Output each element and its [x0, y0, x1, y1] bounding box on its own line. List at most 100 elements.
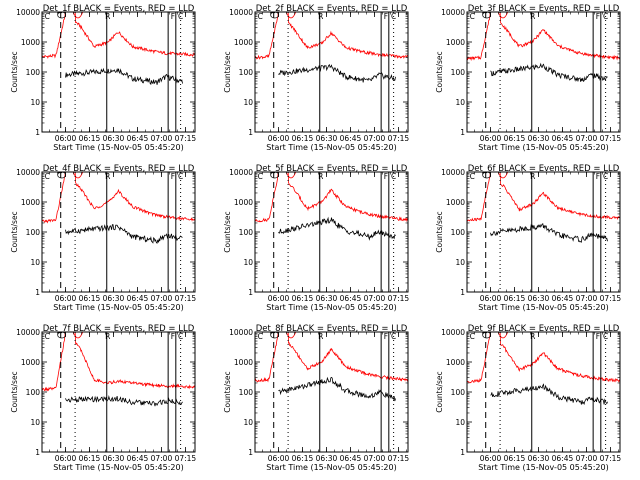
y-tick-label: 10000	[441, 8, 465, 17]
x-axis-label: Start Time (15-Nov-05 05:45:20)	[53, 463, 183, 472]
y-tick-label: 10000	[229, 328, 253, 337]
annotation-label: C	[391, 172, 396, 181]
annotation-label: F	[171, 172, 175, 181]
detector-panel: Det_5f BLACK = Events, RED = LLD 1 10 100 10…	[223, 164, 410, 312]
x-tick-label: 07:00	[364, 134, 386, 143]
lld-series-line	[42, 172, 195, 224]
x-tick-label: 06:00	[480, 454, 502, 463]
y-tick-label: 1	[248, 448, 253, 457]
annotation-label: R	[530, 172, 535, 181]
x-tick-label: 06:30	[528, 294, 550, 303]
x-tick-label: 06:15	[79, 294, 101, 303]
y-tick-label: 1	[248, 288, 253, 297]
x-tick-label: 07:15	[388, 294, 410, 303]
detector-panel: Det_3f BLACK = Events, RED = LLD 1 10 100 10…	[435, 4, 622, 152]
annotation-label: C	[45, 12, 50, 21]
x-tick-label: 07:00	[364, 454, 386, 463]
x-tick-label: 07:15	[388, 134, 410, 143]
y-tick-label: 10	[30, 98, 40, 107]
events-series-line	[278, 216, 396, 241]
y-axis-label: Counts/sec	[435, 211, 444, 252]
y-tick-label: 1000	[21, 358, 40, 367]
y-tick-label: 10000	[229, 8, 253, 17]
detector-panel: Det_2f BLACK = Events, RED = LLD 1 10 100 10…	[223, 4, 410, 152]
panel-title: Det_5f BLACK = Events, RED = LLD	[256, 164, 408, 174]
x-tick-label: 07:00	[576, 134, 598, 143]
panel-title: Det_9f BLACK = Events, RED = LLD	[468, 324, 620, 334]
annotation-label: C	[603, 332, 608, 341]
panel-title: Det_7f BLACK = Events, RED = LLD	[43, 324, 195, 334]
annotation-label: C	[470, 172, 475, 181]
annotation-label: C	[470, 332, 475, 341]
y-tick-label: 1	[35, 288, 40, 297]
x-tick-label: 07:15	[600, 134, 622, 143]
x-axis-label: Start Time (15-Nov-05 05:45:20)	[478, 463, 608, 472]
events-series-line	[490, 223, 608, 243]
annotation-label: R	[318, 332, 323, 341]
lld-series-line	[467, 172, 620, 222]
annotation-label: C	[470, 12, 475, 21]
y-axis-label: Counts/sec	[435, 51, 444, 92]
detector-panel: Det_7f BLACK = Events, RED = LLD 1 10 100 10…	[10, 324, 196, 472]
annotation-label: C	[391, 332, 396, 341]
lld-dip	[497, 332, 509, 339]
x-tick-label: 06:45	[340, 294, 362, 303]
x-tick-label: 06:00	[55, 454, 77, 463]
y-axis-label: Counts/sec	[223, 211, 232, 252]
x-tick-label: 07:15	[388, 454, 410, 463]
detector-panel: Det_8f BLACK = Events, RED = LLD 1 10 100 10…	[223, 324, 410, 472]
lld-dip	[497, 172, 509, 179]
x-tick-label: 06:15	[79, 454, 101, 463]
annotation-label: F	[171, 12, 175, 21]
x-axis-label: Start Time (15-Nov-05 05:45:20)	[266, 143, 396, 152]
annotation-label: C	[258, 172, 263, 181]
plot-frame	[254, 331, 409, 453]
x-axis-label: Start Time (15-Nov-05 05:45:20)	[266, 463, 396, 472]
y-tick-label: 1000	[234, 358, 253, 367]
y-tick-label: 100	[451, 388, 466, 397]
annotation-label: C	[258, 332, 263, 341]
y-tick-label: 1	[460, 448, 465, 457]
detector-panel: Det_1f BLACK = Events, RED = LLD 1 10 100 10…	[10, 4, 196, 152]
x-tick-label: 06:45	[340, 454, 362, 463]
annotation-label: C	[178, 172, 183, 181]
panel-title: Det_3f BLACK = Events, RED = LLD	[468, 4, 620, 14]
x-tick-label: 06:45	[127, 454, 149, 463]
annotation-label: R	[318, 172, 323, 181]
y-tick-label: 1000	[446, 198, 465, 207]
x-tick-label: 06:45	[340, 134, 362, 143]
y-tick-label: 1000	[21, 38, 40, 47]
events-series-line	[65, 67, 183, 86]
x-tick-label: 06:00	[268, 294, 290, 303]
annotation-label: C	[603, 12, 608, 21]
events-series-line	[65, 224, 183, 244]
y-tick-label: 10000	[16, 328, 40, 337]
y-tick-label: 1000	[234, 198, 253, 207]
annotation-label: C	[45, 172, 50, 181]
x-tick-label: 06:15	[504, 134, 526, 143]
panel-title: Det_8f BLACK = Events, RED = LLD	[256, 324, 408, 334]
annotation-label: R	[318, 12, 323, 21]
panel-title: Det_6f BLACK = Events, RED = LLD	[468, 164, 620, 174]
y-tick-label: 1000	[446, 38, 465, 47]
annotation-label: R	[105, 332, 110, 341]
x-tick-label: 06:30	[528, 134, 550, 143]
detector-panel: Det_6f BLACK = Events, RED = LLD 1 10 100 10…	[435, 164, 621, 312]
events-series-line	[65, 395, 183, 407]
lld-series-line	[467, 332, 620, 384]
y-tick-label: 10	[30, 418, 40, 427]
lld-series-line	[255, 332, 408, 383]
lld-series-line	[255, 12, 408, 60]
y-axis-label: Counts/sec	[435, 371, 444, 412]
x-tick-label: 06:15	[504, 454, 526, 463]
y-tick-label: 1000	[234, 38, 253, 47]
lld-series-line	[255, 172, 408, 223]
x-tick-label: 06:45	[127, 294, 149, 303]
y-tick-label: 100	[239, 68, 254, 77]
y-axis-label: Counts/sec	[10, 211, 19, 252]
annotation-label: F	[596, 12, 600, 21]
x-tick-label: 06:15	[504, 294, 526, 303]
lld-series-line	[42, 12, 195, 59]
lld-dip	[72, 12, 84, 19]
